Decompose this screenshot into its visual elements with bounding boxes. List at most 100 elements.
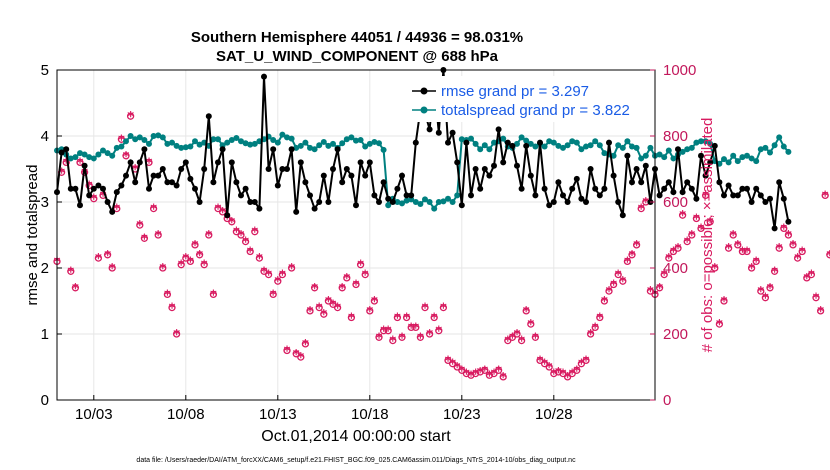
obs-possible-marker	[789, 241, 797, 249]
rmse-point	[118, 182, 125, 189]
obs-assimilated-marker: *	[780, 222, 787, 237]
obs-assimilated-marker: *	[417, 331, 424, 346]
obs-assimilated-marker: *	[504, 335, 511, 350]
rmse-point	[412, 139, 419, 146]
rmse-point	[606, 139, 612, 146]
obs-assimilated-marker: *	[744, 246, 751, 261]
totalspread-point	[279, 131, 286, 138]
totalspread-point	[196, 141, 203, 148]
rmse-point	[242, 185, 249, 192]
totalspread-point	[81, 151, 88, 158]
rmse-point	[500, 159, 507, 166]
obs-possible-marker	[375, 333, 383, 341]
chart-title: Southern Hemisphere 44051 / 44936 = 98.0…	[191, 29, 523, 46]
obs-possible-marker	[333, 303, 342, 312]
totalspread-point	[546, 138, 553, 145]
obs-assimilated-marker: *	[619, 275, 626, 290]
rmse-point	[693, 195, 700, 202]
rmse-point	[468, 192, 474, 199]
obs-assimilated-marker: *	[629, 249, 636, 264]
legend-spread-marker	[420, 106, 428, 114]
totalspread-point	[500, 135, 507, 142]
obs-assimilated-marker: *	[320, 308, 327, 323]
obs-assimilated-marker: *	[486, 369, 493, 384]
obs-possible-marker	[191, 241, 199, 249]
obs-assimilated-marker: *	[739, 246, 746, 261]
obs-assimilated-marker: *	[123, 150, 130, 165]
totalspread-point	[132, 136, 139, 143]
obs-possible-marker	[140, 234, 149, 242]
obs-assimilated-marker: *	[394, 312, 401, 327]
obs-possible-marker	[444, 356, 452, 365]
totalspread-point	[739, 154, 746, 161]
obs-assimilated-marker: *	[72, 282, 79, 297]
rmse-point	[141, 146, 148, 153]
rmse-point	[426, 126, 433, 133]
obs-assimilated-marker: *	[495, 364, 502, 379]
obs-assimilated-marker: *	[173, 328, 180, 343]
obs-assimilated-marker: *	[339, 282, 346, 297]
obs-assimilated-marker: *	[353, 279, 360, 294]
obs-possible-marker	[412, 323, 420, 332]
rmse-point	[307, 192, 313, 199]
obs-possible-marker	[324, 297, 333, 305]
obs-possible-marker	[260, 267, 268, 275]
obs-assimilated-marker: *	[463, 368, 470, 383]
obs-assimilated-marker: *	[210, 288, 217, 303]
obs-possible-marker	[614, 270, 622, 279]
obs-assimilated-marker: *	[638, 203, 645, 218]
totalspread-point	[104, 150, 111, 157]
x-tick-label: 10/08	[167, 406, 205, 423]
obs-assimilated-marker: *	[776, 242, 783, 257]
rmse-point	[619, 212, 626, 219]
obs-assimilated-marker: *	[426, 328, 433, 343]
totalspread-point	[454, 192, 461, 199]
obs-possible-marker	[545, 363, 553, 371]
obs-assimilated-marker: *	[215, 203, 222, 218]
totalspread-point	[753, 158, 760, 165]
totalspread-point	[596, 142, 603, 149]
rmse-point	[762, 199, 769, 205]
obs-possible-marker	[458, 366, 466, 374]
footer-datafile: data file: /Users/raeder/DAI/ATM_forcXX/…	[136, 457, 576, 464]
obs-possible-marker	[297, 353, 305, 361]
rmse-point	[711, 142, 718, 149]
rmse-point	[261, 73, 267, 80]
obs-assimilated-marker: *	[247, 246, 254, 261]
obs-possible-marker	[513, 330, 521, 338]
totalspread-point	[169, 139, 175, 146]
rmse-point	[164, 179, 171, 186]
obs-possible-marker	[163, 290, 172, 299]
rmse-point	[587, 166, 594, 172]
totalspread-point	[155, 132, 162, 139]
obs-possible-marker	[384, 327, 392, 335]
series-layer: ****************************************…	[53, 67, 830, 386]
obs-possible-marker	[398, 333, 406, 341]
chart-subtitle: SAT_U_WIND_COMPONENT @ 688 hPa	[216, 48, 499, 65]
obs-possible-marker	[738, 247, 747, 256]
obs-assimilated-marker: *	[77, 156, 84, 171]
rmse-point	[155, 172, 162, 179]
rmse-point	[169, 179, 175, 186]
obs-possible-marker	[724, 244, 733, 252]
obs-possible-marker	[172, 330, 181, 338]
obs-possible-marker	[678, 211, 687, 219]
rmse-point	[601, 185, 608, 192]
obs-possible-marker	[600, 297, 609, 305]
obs-assimilated-marker: *	[422, 302, 429, 317]
totalspread-point	[297, 142, 304, 149]
obs-assimilated-marker: *	[445, 354, 452, 369]
y-tick-label: 2	[41, 260, 49, 277]
totalspread-point	[468, 135, 474, 142]
obs-assimilated-marker: *	[412, 321, 419, 336]
totalspread-point	[109, 152, 116, 159]
rmse-point	[739, 185, 746, 192]
obs-possible-marker	[287, 264, 296, 272]
rmse-point	[629, 179, 635, 186]
totalspread-point	[187, 143, 194, 150]
totalspread-point	[550, 139, 557, 146]
obs-possible-marker	[550, 369, 558, 378]
obs-assimilated-marker: *	[707, 216, 714, 231]
totalspread-point	[357, 136, 364, 143]
rmse-point	[504, 139, 511, 146]
